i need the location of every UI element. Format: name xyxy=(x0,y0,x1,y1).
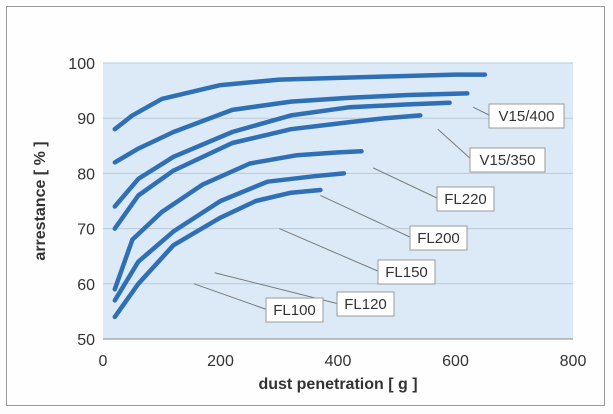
x-tick-labels: 0 200 400 600 800 xyxy=(99,353,587,370)
series-label-text: FL200 xyxy=(417,230,460,247)
series-label-text: V15/350 xyxy=(480,152,536,169)
series-label: V15/400 xyxy=(488,103,565,129)
y-tick-label: 50 xyxy=(77,332,95,349)
series-label-box xyxy=(409,225,468,251)
series-label-text: FL220 xyxy=(444,191,487,208)
series-label: FL220 xyxy=(436,186,495,212)
series-label-text: FL150 xyxy=(385,264,428,281)
curves xyxy=(112,72,488,320)
x-axis-title: dust penetration [ g ] xyxy=(258,376,417,393)
label-leader-line xyxy=(279,228,381,273)
series-label-box xyxy=(265,297,324,323)
y-tick-label: 100 xyxy=(68,56,95,73)
x-tick-label: 0 xyxy=(99,353,108,370)
series-label: FL100 xyxy=(265,297,324,323)
label-leader-line xyxy=(193,283,269,311)
series-line xyxy=(112,100,452,209)
series-label: FL120 xyxy=(336,291,395,317)
series-line xyxy=(112,72,488,132)
series-label-text: FL100 xyxy=(273,302,316,319)
series-label-box xyxy=(377,259,436,285)
series-label-box xyxy=(469,147,546,173)
x-tick-label: 200 xyxy=(207,353,234,370)
series-line xyxy=(112,171,347,303)
series-label: V15/350 xyxy=(469,147,546,173)
x-tick-label: 400 xyxy=(325,353,352,370)
label-leader-line xyxy=(320,195,413,239)
y-tick-label: 70 xyxy=(77,222,95,239)
y-tick-label: 60 xyxy=(77,277,95,294)
series-label-box xyxy=(336,291,395,317)
series-label: FL150 xyxy=(377,259,436,285)
series-label-text: FL120 xyxy=(344,296,387,313)
series-line xyxy=(112,149,364,292)
y-tick-label: 90 xyxy=(77,111,95,128)
series-label-box xyxy=(488,103,565,129)
x-tick-label: 600 xyxy=(442,353,469,370)
y-tick-labels: 50 60 70 80 90 100 xyxy=(68,56,95,349)
label-leader-line xyxy=(373,167,440,200)
label-leader-line xyxy=(437,128,473,161)
series-line xyxy=(112,91,470,165)
series-labels: V15/400 V15/350 FL220 FL200 FL150 FL120 FL100 xyxy=(265,103,565,323)
label-leader-line xyxy=(472,106,492,117)
gridlines xyxy=(103,62,573,340)
x-tick-label: 800 xyxy=(560,353,587,370)
y-axis-title: arrestance [ % ] xyxy=(32,141,49,260)
series-line xyxy=(112,113,423,231)
series-label: FL200 xyxy=(409,225,468,251)
series-line xyxy=(112,187,323,320)
series-label-box xyxy=(436,186,495,212)
series-label-text: V15/400 xyxy=(499,108,555,125)
y-tick-label: 80 xyxy=(77,166,95,183)
